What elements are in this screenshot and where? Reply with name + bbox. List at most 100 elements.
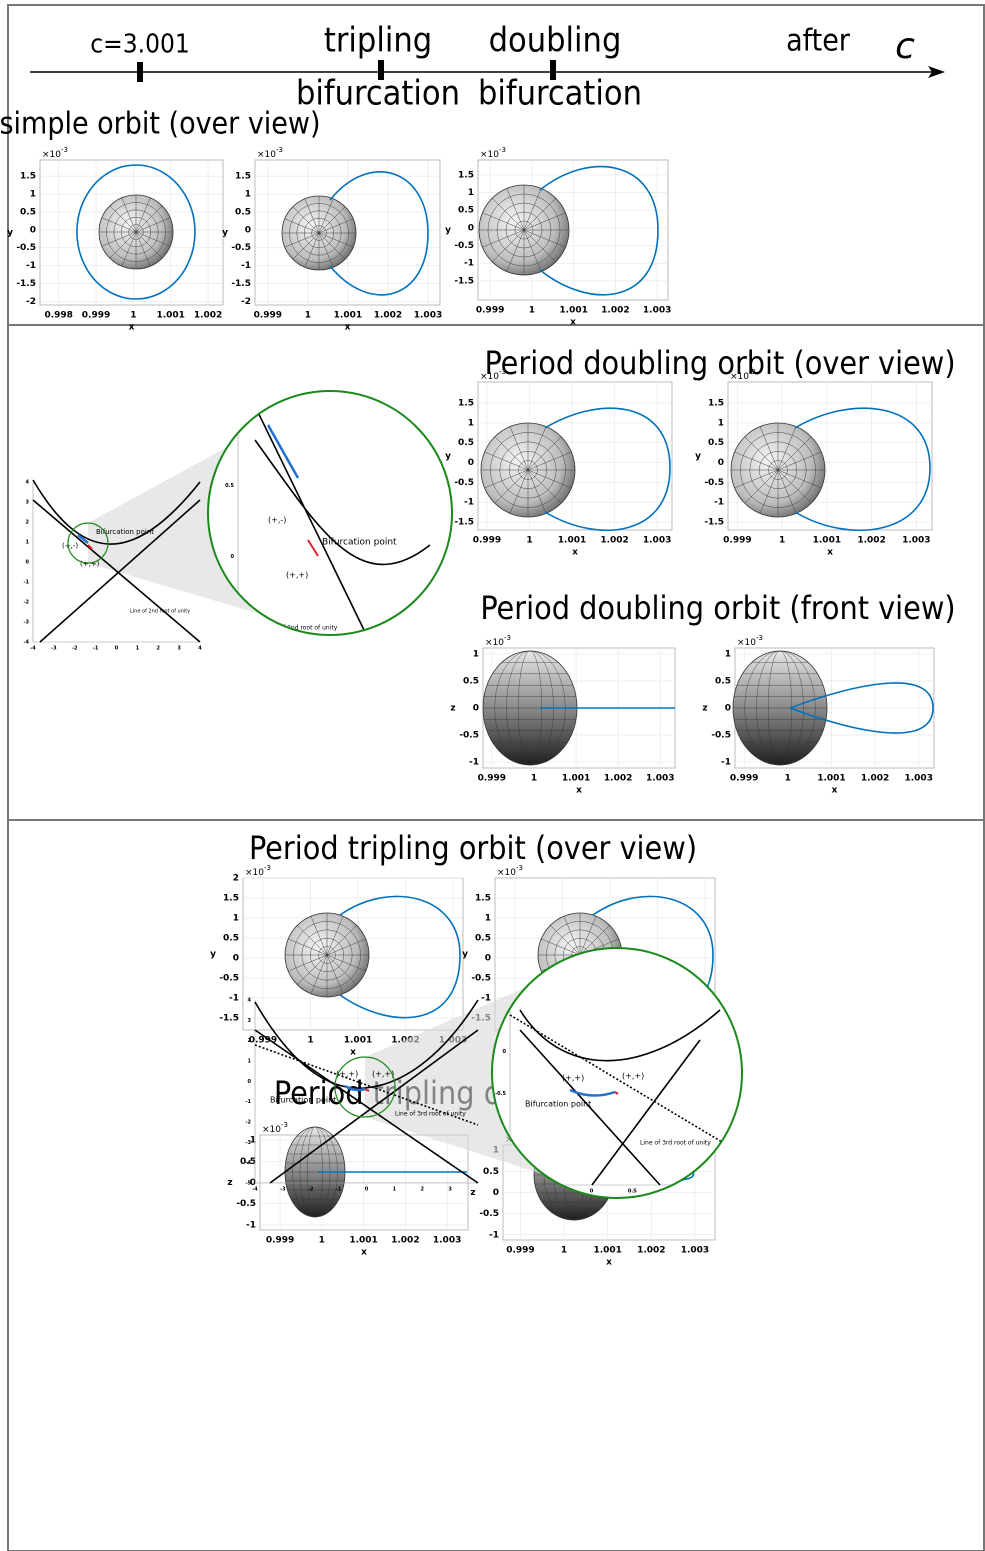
x-tick-label: 1 — [531, 774, 537, 784]
y-tick-label: 0 — [493, 1188, 499, 1198]
y-tick-label: 3 — [26, 500, 30, 506]
root-line — [254, 1044, 479, 1126]
orbit — [789, 682, 934, 734]
y-axis-label: z — [470, 1188, 475, 1198]
zoom-circle-bg — [492, 948, 742, 1198]
x-tick-label: 3 — [448, 1187, 452, 1193]
exponent-label: ×10-3 — [480, 368, 506, 382]
curve — [254, 1029, 479, 1184]
y-tick-label: 1 — [725, 649, 731, 659]
sphere-meridian — [121, 197, 137, 233]
y-tick-label: -1 — [489, 1230, 499, 1240]
sphere-meridian — [326, 938, 366, 956]
x-axis-label: x — [576, 786, 582, 796]
annotation: Line of 3rd root of unity — [395, 1111, 466, 1118]
orbit — [539, 165, 659, 296]
orbit-plot: 0.999 1 1.001 1.002 1.003 1.5 1 0.5 0 -0.5 -1 -1.5 x… — [445, 146, 671, 328]
sphere-meridian — [523, 229, 556, 262]
x-tick-label: 1.003 — [643, 306, 671, 316]
sphere-meridian — [777, 469, 812, 504]
y-tick-label: -1.5 — [704, 518, 724, 528]
annotation: Bifurcation point — [96, 528, 154, 536]
x-tick-label: 1 — [561, 1246, 567, 1256]
sphere-meridian — [506, 229, 525, 272]
x-tick-label: 0.5 — [628, 1189, 637, 1195]
timeline-mark — [137, 62, 143, 82]
sphere-meridian — [527, 426, 547, 471]
bifurcation-diagram: -4 -3 -2 -1 0 1 2 3 4 4 3 2 1 0 -1 -2 -3 -4 Bifurcation po… — [23, 480, 202, 652]
timeline-mark — [378, 60, 384, 80]
x-tick-label: 1.002 — [637, 1246, 665, 1256]
exponent-label: ×10-3 — [262, 1121, 288, 1135]
x-axis-label: x — [572, 548, 578, 558]
y-tick-label: 1 — [468, 418, 474, 428]
y-axis-label: z — [227, 1178, 232, 1188]
y-tick-label: 1 — [26, 540, 30, 546]
sphere-meridian — [527, 469, 562, 504]
x-axis-label: x — [345, 323, 351, 333]
curve — [519, 1029, 661, 1186]
sphere-meridian — [777, 451, 822, 471]
x-tick-label: 0 — [115, 646, 119, 652]
y-tick-label: 0 — [248, 1079, 252, 1085]
y-tick-label: -3 — [23, 620, 29, 626]
diagram-content: -4 -3 -2 -1 0 1 2 3 4 4 3 2 1 0 -1 -2 -3 -4 Bifurcation po… — [23, 480, 202, 652]
x-tick-label: -4 — [252, 1187, 258, 1193]
sphere-meridian — [523, 229, 566, 248]
section-title: simple orbit (over view) — [0, 107, 321, 142]
y-tick-label: 0 — [250, 1178, 256, 1188]
exponent-power: -3 — [504, 634, 511, 642]
annotation: (+,+) — [80, 560, 100, 568]
exponent-label: ×10-3 — [42, 146, 68, 160]
sphere-meridian — [509, 426, 529, 471]
y-tick-label: -2 — [23, 600, 29, 606]
y-tick-label: 1 — [245, 190, 251, 200]
orbit — [76, 164, 196, 300]
content: c=3.001 tripling bifurcation doubling bifurc… — [0, 21, 956, 1268]
sphere-meridian — [494, 469, 529, 504]
y-tick-label: -2 — [241, 297, 251, 307]
sphere-meridian — [541, 938, 581, 956]
annotation: (+,+) — [286, 571, 308, 580]
x-tick-label: 0.999 — [254, 311, 282, 321]
y-tick-label: 0.5 — [240, 1157, 256, 1167]
x-tick-label: 1.003 — [414, 311, 442, 321]
exponent-label: ×10-3 — [245, 864, 271, 878]
sphere-meridian — [523, 229, 542, 272]
x-tick-label: 1.002 — [374, 311, 402, 321]
y-tick-label: 1.5 — [223, 894, 239, 904]
timeline-label: after — [786, 24, 851, 59]
y-tick-label: 1.5 — [20, 172, 36, 182]
sphere-meridian — [318, 218, 354, 234]
x-tick-label: 1.003 — [902, 536, 930, 546]
x-tick-label: 0.999 — [723, 536, 751, 546]
sphere-meridian — [284, 218, 320, 234]
orbit-plot: 0.998 0.999 1 1.001 1.002 1.5 1 0.5 0 -0.5 -1 -1.5 -… — [7, 146, 224, 333]
branch-red — [364, 1088, 370, 1092]
annotation: Line of 2nd root of unity — [130, 609, 190, 615]
sphere-meridian — [318, 206, 346, 234]
exponent-power: -3 — [749, 368, 756, 376]
exponent-label: ×10-3 — [737, 634, 763, 648]
x-tick-label: 0.5 — [409, 639, 418, 645]
y-tick-label: 1 — [473, 649, 479, 659]
sphere-meridian — [759, 426, 779, 471]
zoom-circle-bg — [208, 391, 452, 635]
x-tick-label: 1.001 — [813, 536, 841, 546]
y-tick-label: 2 — [233, 874, 239, 884]
sphere-meridian — [777, 469, 822, 489]
y-tick-label: -0.5 — [495, 1091, 506, 1097]
sphere-meridian — [509, 469, 529, 514]
y-tick-label: -1 — [464, 498, 474, 508]
sphere-meridian — [527, 469, 547, 514]
x-tick-label: 1.001 — [817, 774, 845, 784]
y-tick-label: -0.5 — [471, 974, 491, 984]
x-tick-label: 1.001 — [562, 774, 590, 784]
y-tick-label: -1.5 — [219, 1014, 239, 1024]
y-tick-label: -3 — [245, 1140, 251, 1146]
branch-blue — [266, 424, 300, 479]
y-tick-label: -5 — [245, 1181, 251, 1187]
